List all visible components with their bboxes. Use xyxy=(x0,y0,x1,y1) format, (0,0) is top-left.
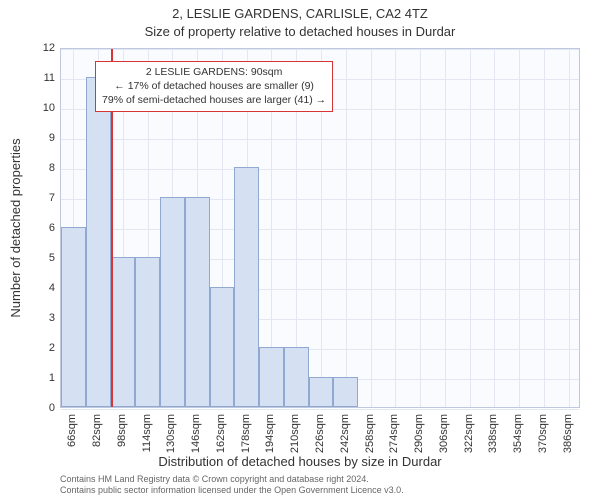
x-tick-label: 210sqm xyxy=(289,414,301,453)
chart-title-address: 2, LESLIE GARDENS, CARLISLE, CA2 4TZ xyxy=(0,6,600,21)
gridline-v xyxy=(569,49,570,407)
x-tick-label: 82sqm xyxy=(91,414,103,447)
y-tick-label: 2 xyxy=(0,342,55,354)
y-tick-label: 1 xyxy=(0,372,55,384)
x-tick-label: 306sqm xyxy=(438,414,450,453)
histogram-bar xyxy=(86,77,111,407)
y-tick-label: 7 xyxy=(0,192,55,204)
gridline-v xyxy=(519,49,520,407)
gridline-h xyxy=(61,409,579,410)
x-tick-label: 98sqm xyxy=(116,414,128,447)
chart-footer: Contains HM Land Registry data © Crown c… xyxy=(60,474,404,496)
y-tick-label: 5 xyxy=(0,252,55,264)
gridline-h xyxy=(61,199,579,200)
x-tick-label: 370sqm xyxy=(537,414,549,453)
gridline-h xyxy=(61,49,579,50)
gridline-v xyxy=(445,49,446,407)
gridline-v xyxy=(371,49,372,407)
chart-subtitle: Size of property relative to detached ho… xyxy=(0,24,600,39)
annotation-line: 79% of semi-detached houses are larger (… xyxy=(102,93,326,107)
x-tick-label: 194sqm xyxy=(264,414,276,453)
gridline-v xyxy=(494,49,495,407)
plot-area: 2 LESLIE GARDENS: 90sqm← 17% of detached… xyxy=(60,48,580,408)
gridline-v xyxy=(544,49,545,407)
histogram-bar xyxy=(135,257,160,407)
x-tick-label: 162sqm xyxy=(215,414,227,453)
y-tick-label: 3 xyxy=(0,312,55,324)
gridline-h xyxy=(61,229,579,230)
x-tick-label: 274sqm xyxy=(388,414,400,453)
histogram-bar xyxy=(234,167,259,407)
x-tick-label: 338sqm xyxy=(487,414,499,453)
histogram-bar xyxy=(61,227,86,407)
gridline-v xyxy=(420,49,421,407)
histogram-bar xyxy=(185,197,210,407)
x-tick-label: 178sqm xyxy=(240,414,252,453)
y-tick-label: 9 xyxy=(0,132,55,144)
annotation-line: ← 17% of detached houses are smaller (9) xyxy=(102,79,326,93)
x-tick-label: 66sqm xyxy=(66,414,78,447)
histogram-bar xyxy=(210,287,235,407)
annotation-line: 2 LESLIE GARDENS: 90sqm xyxy=(102,65,326,79)
x-tick-label: 258sqm xyxy=(364,414,376,453)
y-tick-label: 4 xyxy=(0,282,55,294)
x-tick-label: 386sqm xyxy=(562,414,574,453)
gridline-v xyxy=(470,49,471,407)
histogram-bar xyxy=(309,377,334,407)
gridline-h xyxy=(61,169,579,170)
y-tick-label: 0 xyxy=(0,402,55,414)
gridline-v xyxy=(395,49,396,407)
x-tick-label: 146sqm xyxy=(190,414,202,453)
annotation-box: 2 LESLIE GARDENS: 90sqm← 17% of detached… xyxy=(95,61,333,112)
y-tick-label: 12 xyxy=(0,42,55,54)
histogram-bar xyxy=(259,347,284,407)
y-tick-label: 8 xyxy=(0,162,55,174)
gridline-v xyxy=(346,49,347,407)
footer-line-2: Contains public sector information licen… xyxy=(60,485,404,496)
y-tick-label: 11 xyxy=(0,72,55,84)
x-axis-label: Distribution of detached houses by size … xyxy=(0,454,600,469)
histogram-bar xyxy=(160,197,185,407)
x-tick-label: 354sqm xyxy=(512,414,524,453)
x-tick-label: 322sqm xyxy=(463,414,475,453)
y-tick-label: 6 xyxy=(0,222,55,234)
histogram-bar xyxy=(111,257,136,407)
y-tick-label: 10 xyxy=(0,102,55,114)
x-tick-label: 242sqm xyxy=(339,414,351,453)
histogram-bar xyxy=(284,347,309,407)
x-tick-label: 290sqm xyxy=(413,414,425,453)
x-tick-label: 114sqm xyxy=(141,414,153,452)
footer-line-1: Contains HM Land Registry data © Crown c… xyxy=(60,474,404,485)
gridline-h xyxy=(61,139,579,140)
x-tick-label: 226sqm xyxy=(314,414,326,453)
histogram-bar xyxy=(333,377,358,407)
x-tick-label: 130sqm xyxy=(165,414,177,453)
